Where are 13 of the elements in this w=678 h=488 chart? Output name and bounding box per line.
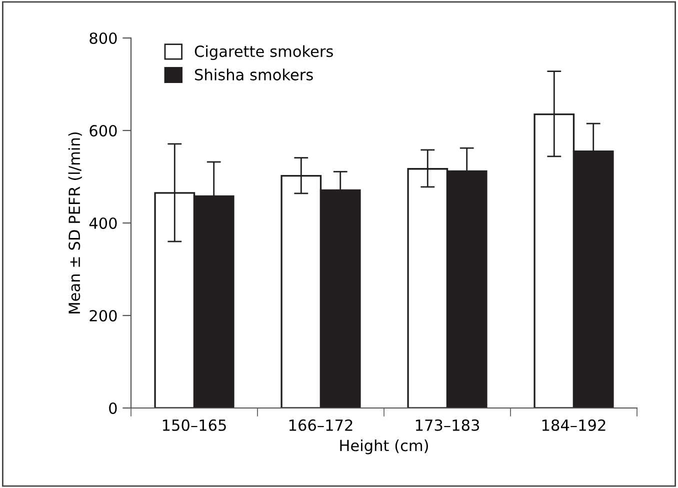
x-tick-label: 166–172 [289,419,352,431]
y-tick-label: 0 [109,402,117,414]
x-tick-label: 184–192 [542,419,606,431]
legend-label: Cigarette smokers [194,45,333,60]
x-axis-title: Height (cm) [340,439,428,454]
y-tick-label: 800 [90,32,117,44]
x-tick-label: 150–165 [162,419,226,431]
x-tick-label: 173–183 [416,419,480,431]
y-tick-label: 400 [89,217,117,230]
y-axis-title: Mean ± SD PEFR (l/min) [68,132,82,314]
y-tick-label: 600 [90,124,117,137]
legend-label: Shisha smokers [195,68,313,80]
y-tick-label: 200 [90,310,117,322]
